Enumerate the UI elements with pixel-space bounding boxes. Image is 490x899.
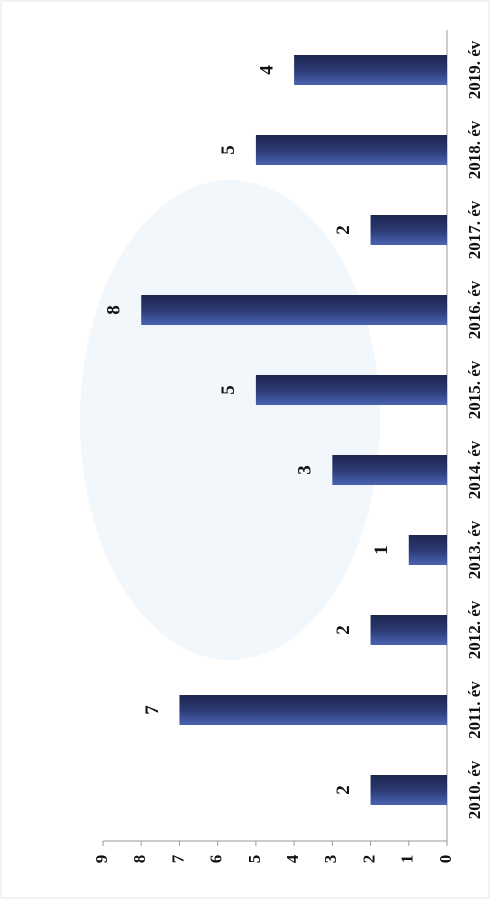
value-label: 5 bbox=[218, 145, 239, 155]
x-tick-label: 2013. év bbox=[465, 520, 484, 579]
value-label: 2 bbox=[333, 625, 354, 635]
y-tick-label: 5 bbox=[245, 855, 264, 864]
x-tick-label: 2011. év bbox=[465, 681, 484, 739]
value-label: 1 bbox=[371, 545, 392, 555]
y-tick-label: 1 bbox=[398, 855, 417, 864]
bar bbox=[408, 535, 447, 565]
bar bbox=[179, 695, 447, 725]
y-tick-label: 2 bbox=[359, 855, 378, 864]
x-tick-label: 2014. év bbox=[465, 440, 484, 499]
x-tick-label: 2010. év bbox=[465, 760, 484, 819]
value-label: 8 bbox=[104, 305, 125, 315]
value-label: 2 bbox=[333, 785, 354, 795]
y-tick-label: 3 bbox=[321, 855, 340, 864]
x-tick-label: 2018. év bbox=[465, 120, 484, 179]
value-label: 4 bbox=[256, 65, 277, 75]
y-tick-label: 8 bbox=[130, 855, 149, 864]
y-tick-label: 4 bbox=[283, 854, 302, 863]
y-tick-label: 7 bbox=[168, 854, 187, 863]
bar bbox=[294, 55, 447, 85]
y-tick-label: 6 bbox=[207, 855, 226, 864]
x-tick-label: 2016. év bbox=[465, 280, 484, 339]
plot: 0 1 2 3 4 5 6 7 8 9 2010. év 2 2011. év 7 2012. év 2 201… bbox=[92, 30, 484, 863]
value-label: 3 bbox=[295, 465, 316, 475]
x-tick-label: 2017. év bbox=[465, 200, 484, 259]
bar bbox=[370, 775, 447, 805]
value-label: 7 bbox=[142, 705, 163, 715]
y-tick-label: 0 bbox=[436, 855, 455, 864]
x-tick-label: 2012. év bbox=[465, 600, 484, 659]
x-tick-label: 2015. év bbox=[465, 360, 484, 419]
bar bbox=[255, 375, 447, 405]
bar bbox=[141, 295, 447, 325]
x-tick-label: 2019. év bbox=[465, 40, 484, 99]
value-label: 2 bbox=[333, 225, 354, 235]
bar bbox=[370, 615, 447, 645]
bar bbox=[370, 215, 447, 245]
bar bbox=[255, 135, 447, 165]
background-logo bbox=[80, 180, 380, 660]
bar bbox=[332, 455, 448, 485]
value-label: 5 bbox=[218, 385, 239, 395]
y-tick-label: 9 bbox=[92, 855, 111, 864]
